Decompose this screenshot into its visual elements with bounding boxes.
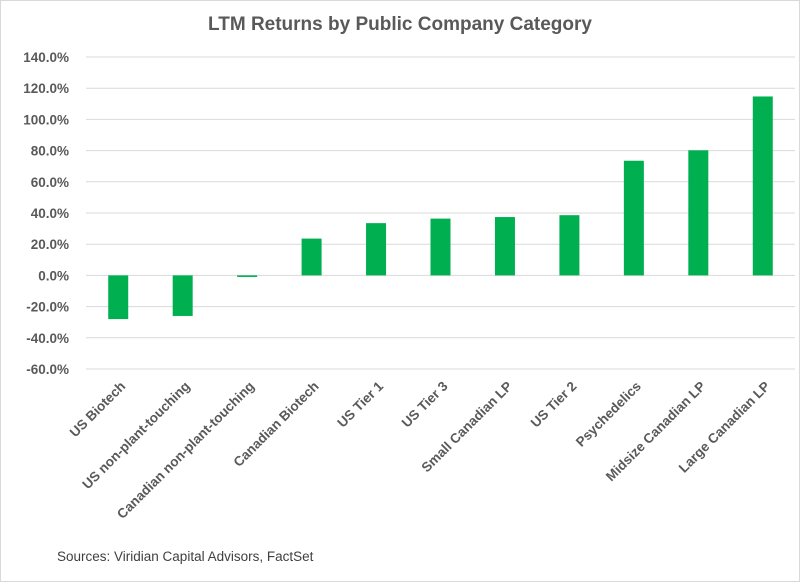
bar (688, 150, 709, 276)
y-tick-label: 0.0% (38, 268, 69, 283)
y-tick-label: 80.0% (31, 144, 69, 159)
bar (494, 217, 515, 276)
bar (366, 223, 387, 276)
x-category-label: US non-plant-touching (79, 379, 192, 492)
y-tick-label: -20.0% (26, 300, 69, 315)
x-category-label: US Tier 3 (399, 378, 451, 430)
bar (430, 218, 451, 276)
y-tick-label: 20.0% (31, 237, 69, 252)
bar (301, 238, 322, 276)
y-tick-label: 100.0% (23, 112, 69, 127)
y-tick-label: 140.0% (23, 50, 69, 65)
x-category-label: Canadian non-plant-touching (114, 379, 257, 522)
x-category-label: Psychedelics (573, 379, 644, 450)
bar (108, 275, 129, 320)
bar (623, 160, 644, 276)
bar (752, 96, 773, 276)
x-category-label: US Tier 1 (334, 378, 386, 430)
bar (172, 275, 193, 316)
bar (237, 275, 258, 277)
x-category-label: US Tier 2 (528, 379, 580, 431)
x-category-label: US Biotech (67, 379, 129, 441)
y-tick-label: -40.0% (26, 331, 69, 346)
y-tick-label: 120.0% (23, 81, 69, 96)
y-tick-label: 60.0% (31, 175, 69, 190)
source-note: Sources: Viridian Capital Advisors, Fact… (57, 549, 314, 564)
bar (559, 215, 580, 276)
y-tick-label: 40.0% (31, 206, 69, 221)
chart-title: LTM Returns by Public Company Category (208, 14, 592, 35)
y-tick-label: -60.0% (26, 362, 69, 377)
